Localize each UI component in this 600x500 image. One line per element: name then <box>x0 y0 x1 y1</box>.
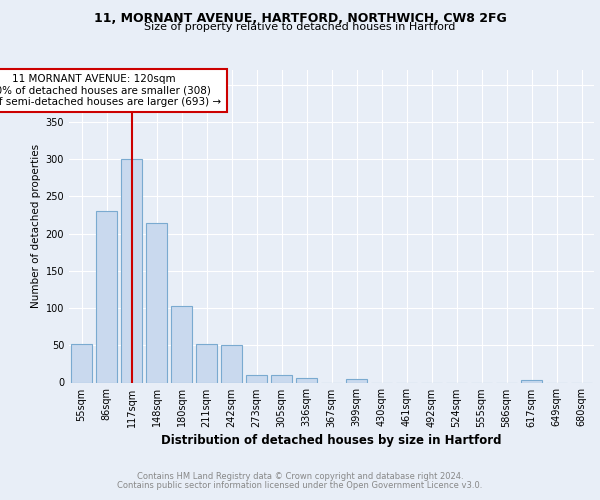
Bar <box>96 212 117 382</box>
Y-axis label: Number of detached properties: Number of detached properties <box>31 144 41 308</box>
Bar <box>196 344 217 383</box>
Text: 11 MORNANT AVENUE: 120sqm
← 30% of detached houses are smaller (308)
68% of semi: 11 MORNANT AVENUE: 120sqm ← 30% of detac… <box>0 74 221 107</box>
Bar <box>121 160 142 382</box>
Text: 11, MORNANT AVENUE, HARTFORD, NORTHWICH, CW8 2FG: 11, MORNANT AVENUE, HARTFORD, NORTHWICH,… <box>94 12 506 26</box>
Text: Size of property relative to detached houses in Hartford: Size of property relative to detached ho… <box>145 22 455 32</box>
X-axis label: Distribution of detached houses by size in Hartford: Distribution of detached houses by size … <box>161 434 502 447</box>
Text: Contains public sector information licensed under the Open Government Licence v3: Contains public sector information licen… <box>118 481 482 490</box>
Bar <box>521 380 542 382</box>
Bar <box>146 222 167 382</box>
Bar <box>221 346 242 383</box>
Bar <box>271 375 292 382</box>
Bar <box>71 344 92 383</box>
Bar <box>246 375 267 382</box>
Bar <box>171 306 192 382</box>
Bar <box>296 378 317 382</box>
Text: Contains HM Land Registry data © Crown copyright and database right 2024.: Contains HM Land Registry data © Crown c… <box>137 472 463 481</box>
Bar <box>346 379 367 382</box>
